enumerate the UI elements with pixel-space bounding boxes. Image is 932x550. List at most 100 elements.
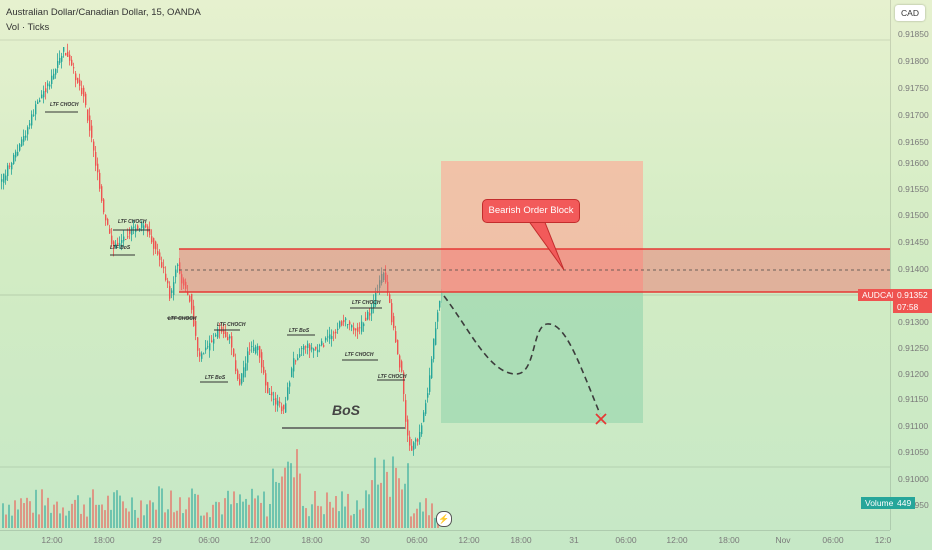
candle-body — [349, 321, 351, 325]
candle-body — [247, 351, 249, 363]
time-axis-label: 12:00 — [666, 535, 688, 545]
volume-bar — [206, 512, 208, 528]
volume-bar — [215, 501, 217, 528]
candle-body — [265, 373, 267, 386]
candle-body — [223, 329, 225, 334]
time-axis[interactable] — [0, 530, 890, 550]
candle-body — [347, 323, 349, 325]
candle-body — [87, 109, 89, 121]
candle-body — [139, 228, 141, 231]
volume-bar — [191, 488, 193, 528]
volume-bar — [350, 515, 352, 528]
price-chart[interactable] — [0, 0, 890, 530]
symbol-title[interactable]: Australian Dollar/Canadian Dollar, 15, O… — [6, 7, 201, 18]
ltf-label[interactable]: LTF CHOCH — [118, 219, 147, 225]
volume-bar — [77, 495, 79, 528]
volume-bar — [239, 494, 241, 528]
ltf-label[interactable]: LTF BoS — [110, 245, 131, 251]
candle-body — [29, 123, 31, 126]
candle-body — [309, 344, 311, 351]
volume-bar — [5, 514, 7, 528]
price-axis-label: 0.91250 — [898, 343, 929, 353]
candle-body — [333, 332, 335, 334]
lightning-icon[interactable]: ⚡ — [436, 511, 452, 527]
candle-body — [345, 318, 347, 321]
time-axis-label: 18:00 — [510, 535, 532, 545]
volume-bar — [179, 497, 181, 528]
candle-body — [27, 127, 29, 135]
candle-body — [385, 272, 387, 283]
currency-badge[interactable]: CAD — [895, 5, 925, 21]
candle-body — [179, 262, 181, 274]
bearish-order-block-callout[interactable]: Bearish Order Block — [482, 199, 580, 223]
candle-body — [3, 173, 5, 183]
volume-label: Volume — [865, 498, 894, 508]
volume-bar — [266, 516, 268, 528]
candle-body — [1, 179, 3, 182]
candle-body — [285, 403, 287, 413]
ltf-label[interactable]: LTF CHOCH — [217, 322, 246, 328]
candle-body — [255, 346, 257, 354]
candle-body — [187, 292, 189, 296]
candle-body — [427, 393, 429, 398]
candle-body — [5, 175, 7, 181]
candle-body — [119, 243, 121, 247]
candle-body — [239, 378, 241, 385]
volume-bar — [89, 497, 91, 528]
volume-bar — [68, 510, 70, 528]
candle-body — [357, 327, 359, 332]
volume-bar — [392, 456, 394, 528]
candle-body — [339, 321, 341, 328]
price-axis[interactable] — [890, 0, 932, 530]
candle-body — [203, 353, 205, 355]
volume-bar — [269, 503, 271, 528]
ltf-label[interactable]: LTF BoS — [289, 328, 310, 334]
volume-bar — [47, 497, 49, 528]
ltf-label[interactable]: LTF BoS — [205, 375, 226, 381]
volume-bar — [260, 502, 262, 528]
candle-body — [331, 336, 333, 339]
candle-body — [169, 285, 171, 299]
ltf-label[interactable]: LTF CHOCH — [352, 300, 381, 306]
candle-body — [17, 151, 19, 156]
volume-bar — [110, 509, 112, 528]
bos-label[interactable]: BoS — [332, 402, 360, 418]
volume-bar — [302, 505, 304, 528]
ltf-label[interactable]: LTF CHOCH — [168, 316, 197, 322]
candle-body — [307, 343, 309, 348]
time-axis-label: 12:00 — [458, 535, 480, 545]
volume-bar — [248, 504, 250, 528]
volume-bar — [380, 482, 382, 528]
target-x-icon — [595, 413, 607, 425]
candle-body — [437, 312, 439, 322]
volume-bar — [368, 494, 370, 528]
candle-body — [259, 346, 261, 358]
chart-legend: Australian Dollar/Canadian Dollar, 15, O… — [6, 5, 201, 35]
candle-body — [271, 392, 273, 396]
ltf-label[interactable]: LTF CHOCH — [378, 374, 407, 380]
candle-body — [91, 125, 93, 138]
ltf-label[interactable]: LTF CHOCH — [345, 352, 374, 358]
volume-bar — [62, 507, 64, 528]
time-axis-label: 12:0 — [874, 535, 892, 545]
price-axis-label: 0.91200 — [898, 369, 929, 379]
ltf-label[interactable]: LTF CHOCH — [50, 102, 79, 108]
candle-body — [123, 236, 125, 242]
candle-body — [425, 403, 427, 414]
candle-body — [199, 352, 201, 357]
candle-body — [279, 401, 281, 404]
last-price-tag: 0.91352 — [893, 289, 932, 301]
price-axis-label: 0.91400 — [898, 264, 929, 274]
candle-body — [273, 398, 275, 400]
candle-body — [161, 262, 163, 268]
volume-indicator-label[interactable]: Vol · Ticks — [6, 22, 50, 33]
candle-body — [251, 346, 253, 348]
volume-bar — [170, 490, 172, 528]
time-axis-label: 06:00 — [198, 535, 220, 545]
candle-body — [79, 79, 81, 86]
candle-body — [213, 338, 215, 344]
volume-bar — [44, 505, 46, 528]
time-axis-label: 31 — [569, 535, 579, 545]
volume-bar — [362, 508, 364, 528]
